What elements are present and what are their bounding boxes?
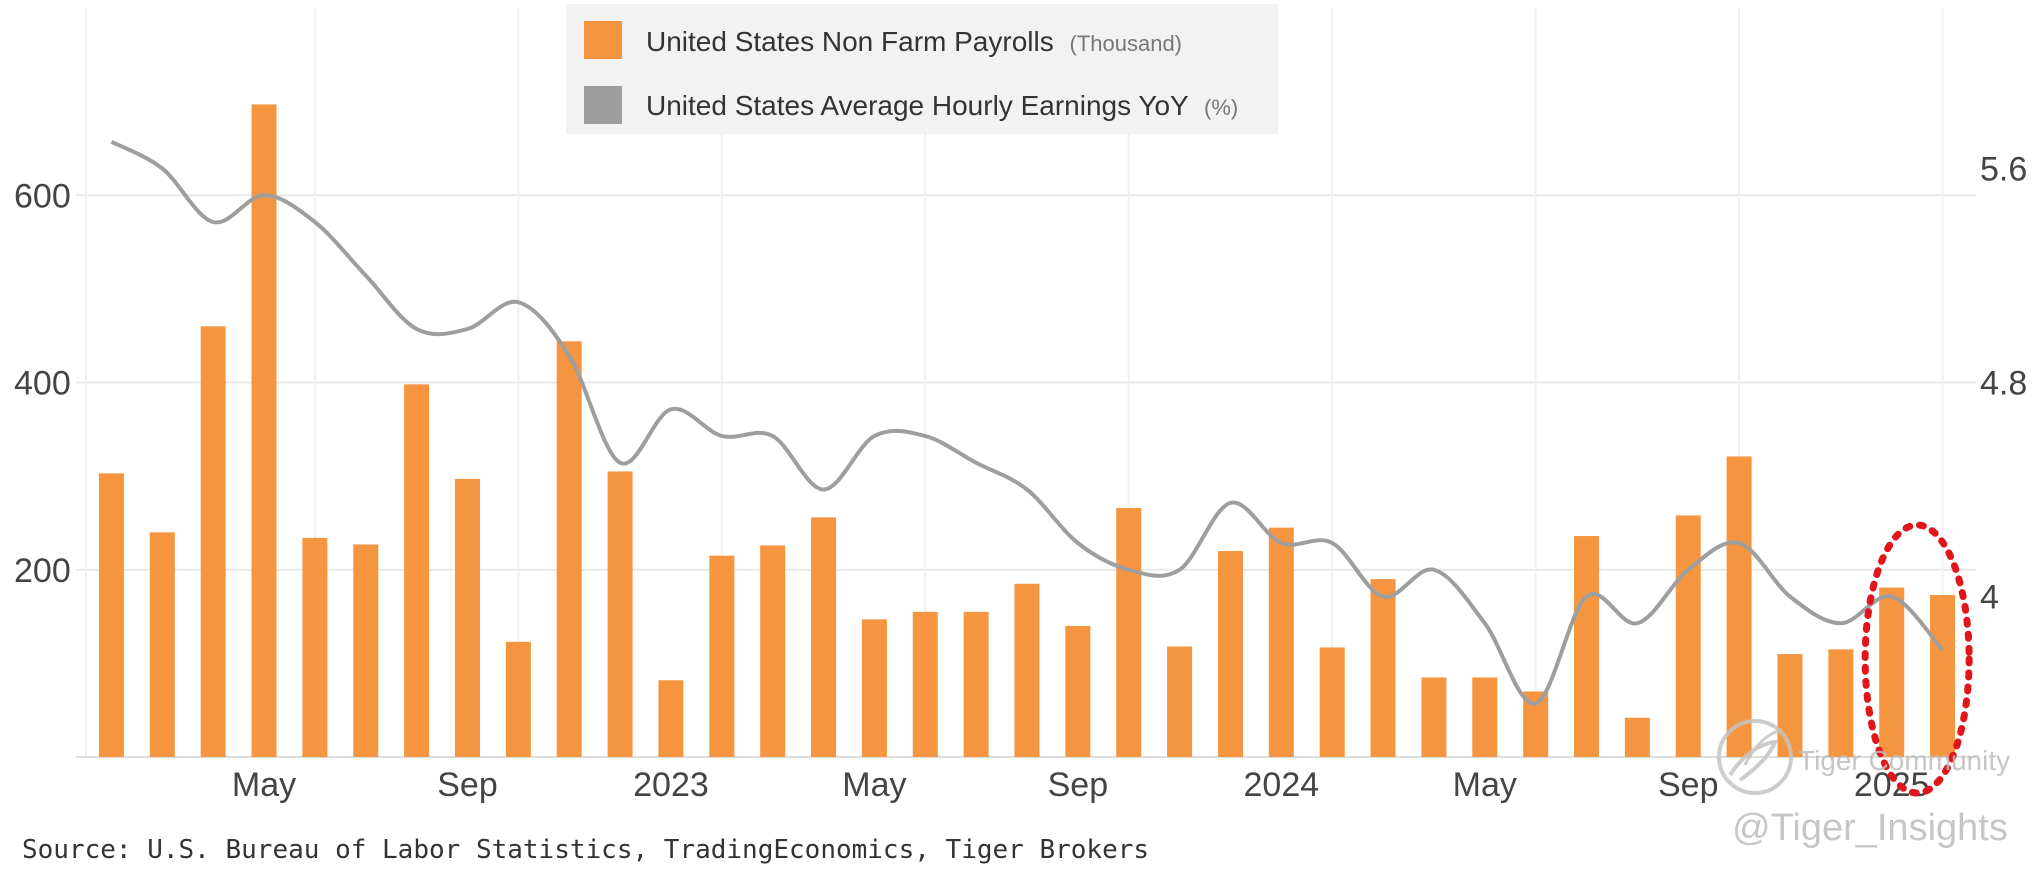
payrolls-bar <box>1777 654 1803 757</box>
payrolls-bar <box>1726 456 1752 757</box>
y-left-tick-label: 200 <box>14 552 71 590</box>
payrolls-bar <box>912 611 938 757</box>
payrolls-bar <box>149 532 175 757</box>
legend-swatch-payrolls <box>584 21 622 59</box>
payrolls-bar <box>404 384 430 757</box>
payrolls-bar <box>1675 515 1701 757</box>
payrolls-bar <box>607 471 633 757</box>
payrolls-bar <box>963 611 989 757</box>
payrolls-bar <box>454 478 480 757</box>
payrolls-bar <box>709 555 735 757</box>
payrolls-bar <box>1167 646 1193 757</box>
y-left-tick-label: 400 <box>14 365 71 403</box>
x-tick-label: 2024 <box>1244 766 1320 804</box>
x-tick-label: 2023 <box>633 766 709 804</box>
legend-swatch-earnings <box>584 86 622 124</box>
highlight-ellipse <box>1861 521 1973 797</box>
payrolls-bar <box>658 680 684 757</box>
legend-label-earnings: United States Average Hourly Earnings Yo… <box>646 90 1238 121</box>
payrolls-bar <box>1421 677 1447 757</box>
payrolls-bar <box>98 473 124 757</box>
y-right-tick-label: 5.6 <box>1980 151 2027 189</box>
y-left-tick-label: 600 <box>14 177 71 215</box>
x-tick-label: May <box>232 766 296 804</box>
payrolls-bar <box>200 326 226 757</box>
payrolls-bar <box>1268 527 1294 757</box>
payrolls-bar <box>1624 717 1650 757</box>
watermark: Tiger Community @Tiger_Insights <box>1717 719 2010 849</box>
highlight-annotation <box>1861 521 1973 797</box>
payrolls-bar <box>1217 551 1243 757</box>
watermark-community: Tiger Community <box>1798 745 2010 776</box>
payrolls-bar <box>1879 587 1905 757</box>
legend-unit-payrolls: (Thousand) <box>1070 31 1183 56</box>
payrolls-bar <box>760 545 786 757</box>
payrolls-bar <box>1472 677 1498 757</box>
legend-label-payrolls-text: United States Non Farm Payrolls <box>646 26 1054 57</box>
payrolls-bar <box>1574 536 1600 757</box>
payrolls-bar <box>505 641 531 757</box>
y-right-tick-label: 4 <box>1980 579 1999 617</box>
payrolls-bar <box>1319 647 1345 757</box>
legend-unit-earnings: (%) <box>1204 95 1238 120</box>
x-tick-label: May <box>1453 766 1517 804</box>
payrolls-bar <box>353 544 379 757</box>
watermark-handle: @Tiger_Insights <box>1732 807 2008 849</box>
payrolls-bar <box>1065 625 1091 757</box>
payrolls-bar <box>302 537 328 757</box>
legend: United States Non Farm Payrolls (Thousan… <box>566 4 1278 134</box>
x-tick-label: May <box>842 766 906 804</box>
source-note: Source: U.S. Bureau of Labor Statistics,… <box>22 835 1149 865</box>
payrolls-bar <box>1828 649 1854 757</box>
payrolls-bar <box>1930 595 1956 757</box>
payrolls-bars <box>98 104 1956 758</box>
payrolls-bar <box>1370 579 1396 757</box>
earnings-line-path <box>110 139 1945 706</box>
payrolls-bar <box>811 517 837 757</box>
legend-background <box>566 4 1278 134</box>
x-tick-label: Sep <box>437 766 498 804</box>
payrolls-bar <box>1116 507 1142 757</box>
payrolls-bar <box>1014 583 1040 757</box>
earnings-line <box>110 139 1945 706</box>
y-right-tick-label: 4.8 <box>1980 365 2027 403</box>
legend-label-earnings-text: United States Average Hourly Earnings Yo… <box>646 90 1189 121</box>
x-tick-label: Sep <box>1658 766 1719 804</box>
x-tick-label: Sep <box>1048 766 1109 804</box>
payrolls-bar <box>861 619 887 757</box>
tiger-logo-icon <box>1717 719 1793 795</box>
axis-labels: 200 400 600 4 4.8 5.6 May Sep 2023 May Sep 2024 May S… <box>14 151 2027 805</box>
legend-label-payrolls: United States Non Farm Payrolls (Thousan… <box>646 26 1182 57</box>
payrolls-bar <box>251 104 277 758</box>
payrolls-bar <box>556 341 582 757</box>
